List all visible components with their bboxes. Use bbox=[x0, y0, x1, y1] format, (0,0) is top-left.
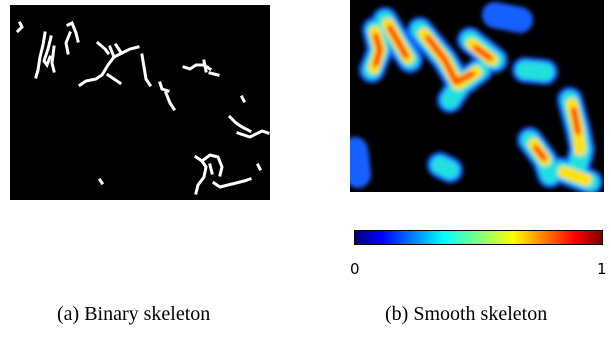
smooth-skeleton-heatmap bbox=[350, 0, 604, 192]
caption-smooth-skeleton: (b) Smooth skeleton bbox=[385, 303, 548, 325]
heatmap-blobs bbox=[350, 2, 603, 192]
binary-background bbox=[10, 5, 270, 200]
colorbar-max-label: 1 bbox=[597, 260, 607, 278]
colorbar-min-label: 0 bbox=[350, 260, 360, 278]
binary-skeleton-strokes bbox=[15, 20, 270, 195]
binary-skeleton-image bbox=[10, 5, 270, 200]
colorbar bbox=[354, 230, 603, 245]
caption-binary-skeleton: (a) Binary skeleton bbox=[57, 303, 211, 325]
colorbar-gradient bbox=[355, 231, 602, 244]
